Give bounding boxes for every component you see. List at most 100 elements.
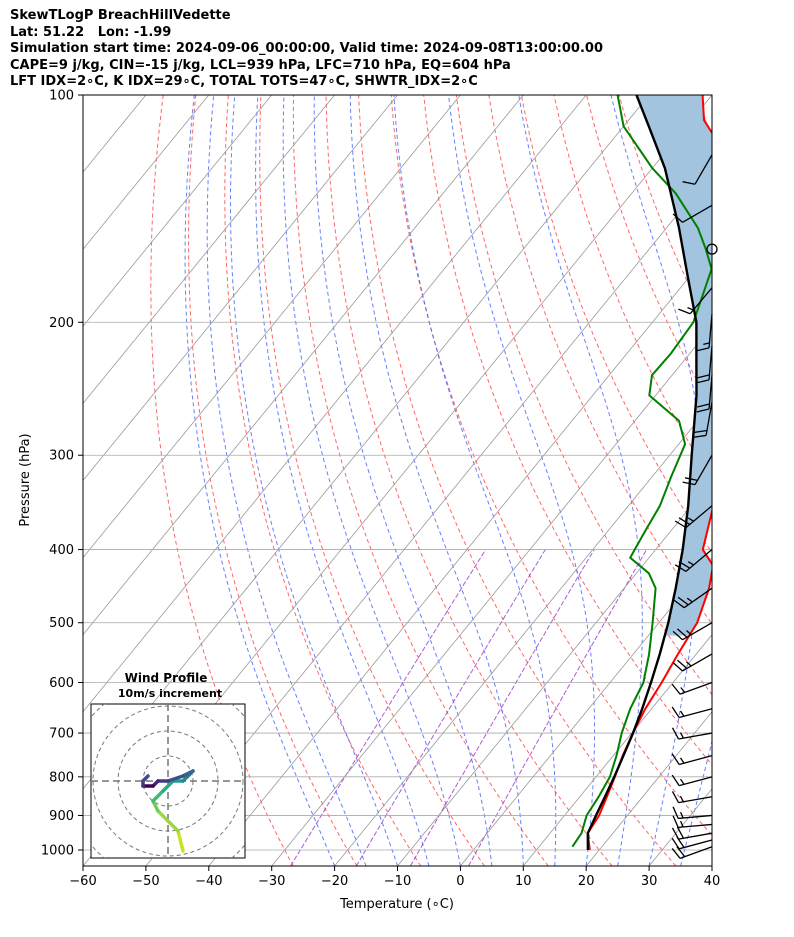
- parcel-line: [586, 95, 698, 851]
- wind-barb-half-flag: [703, 342, 710, 345]
- y-tick-label: 800: [49, 770, 74, 785]
- wind-barb-half-flag: [679, 778, 685, 785]
- location-line: Lat: 51.22 Lon: -1.99: [10, 24, 172, 40]
- moist-adiabat: [393, 95, 557, 866]
- wind-barb-half-flag: [679, 757, 685, 764]
- isotherm: [83, 95, 398, 482]
- moist-adiabat: [255, 95, 430, 866]
- hodograph-subtitle: 10m/s increment: [118, 687, 222, 700]
- hodograph-segment: [176, 829, 185, 853]
- wind-barb-flag: [671, 727, 680, 740]
- wind-barb-flag: [676, 628, 688, 638]
- y-tick-label: 300: [49, 449, 74, 464]
- dry-adiabat: [292, 95, 549, 866]
- wind-barb-flag: [678, 561, 691, 569]
- x-tick-label: 20: [578, 874, 595, 889]
- wind-barb-staff: [683, 587, 713, 609]
- y-tick-label: 500: [49, 616, 74, 631]
- isotherm: [208, 248, 712, 866]
- wind-barb-staff: [694, 454, 713, 485]
- wind-barb-flag: [671, 706, 680, 718]
- y-tick-label: 600: [49, 676, 74, 691]
- isotherm: [271, 325, 712, 866]
- hodograph: Wind Profile 10m/s increment: [90, 671, 246, 859]
- isotherm: [585, 711, 712, 866]
- wind-barb-flag: [671, 791, 680, 803]
- wind-barb-half-flag: [687, 307, 694, 311]
- wind-barb-flag: [696, 379, 710, 384]
- wind-barb-flag: [671, 753, 680, 765]
- wind-barb-staff: [682, 622, 713, 641]
- wind-barb-flag: [696, 408, 710, 413]
- calm-wind-circle: [706, 243, 718, 255]
- isotherm: [522, 634, 712, 866]
- wind-barb-staff: [682, 653, 713, 672]
- hodograph-segment: [181, 769, 195, 778]
- wind-barb-staff: [685, 505, 713, 529]
- y-tick-label: 1000: [41, 844, 74, 859]
- moist-adiabat: [313, 95, 493, 866]
- isotherm: [83, 95, 587, 713]
- x-tick-label: −50: [132, 874, 159, 889]
- axes: −60 −50 −40 −30 −20 −10 0 10 20 30 40 100 200 300 400 5…: [41, 89, 720, 890]
- dry-adiabat: [651, 95, 712, 255]
- isotherm: [83, 95, 335, 405]
- y-tick-label: 400: [49, 543, 74, 558]
- isotherm: [397, 479, 712, 866]
- y-tick-label: 200: [49, 316, 74, 331]
- hodograph-segment: [151, 789, 165, 803]
- wind-barb-flag: [693, 434, 707, 438]
- wind-barb-staff: [679, 846, 713, 859]
- wind-barb-flag: [682, 481, 696, 486]
- wind-barb-staff: [694, 154, 713, 185]
- wind-barb-staff: [678, 796, 713, 804]
- wind-barb-flag: [674, 564, 687, 572]
- wind-barb-flag: [697, 403, 710, 408]
- wind-barb-half-flag: [679, 710, 685, 717]
- wind-barb-flag: [673, 599, 685, 609]
- wind-barb-flag: [677, 596, 689, 606]
- wind-barb-flag: [674, 520, 687, 529]
- wind-barb-flag: [671, 848, 681, 859]
- mixing-ratio-line: [355, 549, 546, 866]
- isotherm: [711, 865, 712, 866]
- isotherm: [83, 95, 210, 250]
- hodograph-segment: [161, 779, 175, 793]
- chart-title: SkewTLogP BreachHillVedette: [10, 8, 231, 23]
- moist-adiabat: [206, 95, 367, 866]
- wind-barbs: [671, 154, 718, 859]
- wind-barb-staff: [679, 681, 713, 695]
- wind-barb-flag: [671, 683, 681, 695]
- wind-barb-half-flag: [687, 561, 694, 566]
- wind-barb-staff: [708, 345, 713, 380]
- x-tick-label: −60: [69, 874, 96, 889]
- wind-barb-half-flag: [679, 732, 685, 739]
- dry-adiabat: [224, 95, 422, 866]
- x-tick-label: −40: [195, 874, 222, 889]
- wind-barb-flag: [682, 181, 696, 185]
- dry-adiabat: [423, 95, 712, 766]
- wind-barb-staff: [678, 832, 713, 840]
- isotherm: [460, 556, 712, 866]
- wind-barb-staff: [678, 814, 713, 820]
- wind-barb-staff: [685, 549, 713, 572]
- wind-barb-flag: [671, 827, 680, 840]
- dry-adiabat: [325, 95, 613, 866]
- moist-adiabat: [518, 95, 643, 866]
- dry-adiabat: [455, 95, 712, 696]
- wind-barb-half-flag: [679, 820, 684, 828]
- wind-barb-staff: [678, 776, 713, 787]
- wind-barb-staff: [689, 287, 713, 315]
- wind-barb-flag: [697, 374, 710, 379]
- wind-barb-flag: [672, 815, 679, 828]
- moist-adiabat: [184, 95, 336, 866]
- wind-barb-staff: [678, 755, 713, 766]
- x-tick-label: −30: [258, 874, 285, 889]
- wind-barb-half-flag: [680, 687, 686, 693]
- dry-adiabat: [717, 95, 794, 866]
- index-line: LFT IDX=2∘C, K IDX=29∘C, TOTAL TOTS=47∘C…: [10, 74, 478, 89]
- dry-adiabat: [520, 95, 712, 554]
- dry-adiabat: [358, 95, 677, 866]
- wind-barb-staff: [678, 823, 713, 829]
